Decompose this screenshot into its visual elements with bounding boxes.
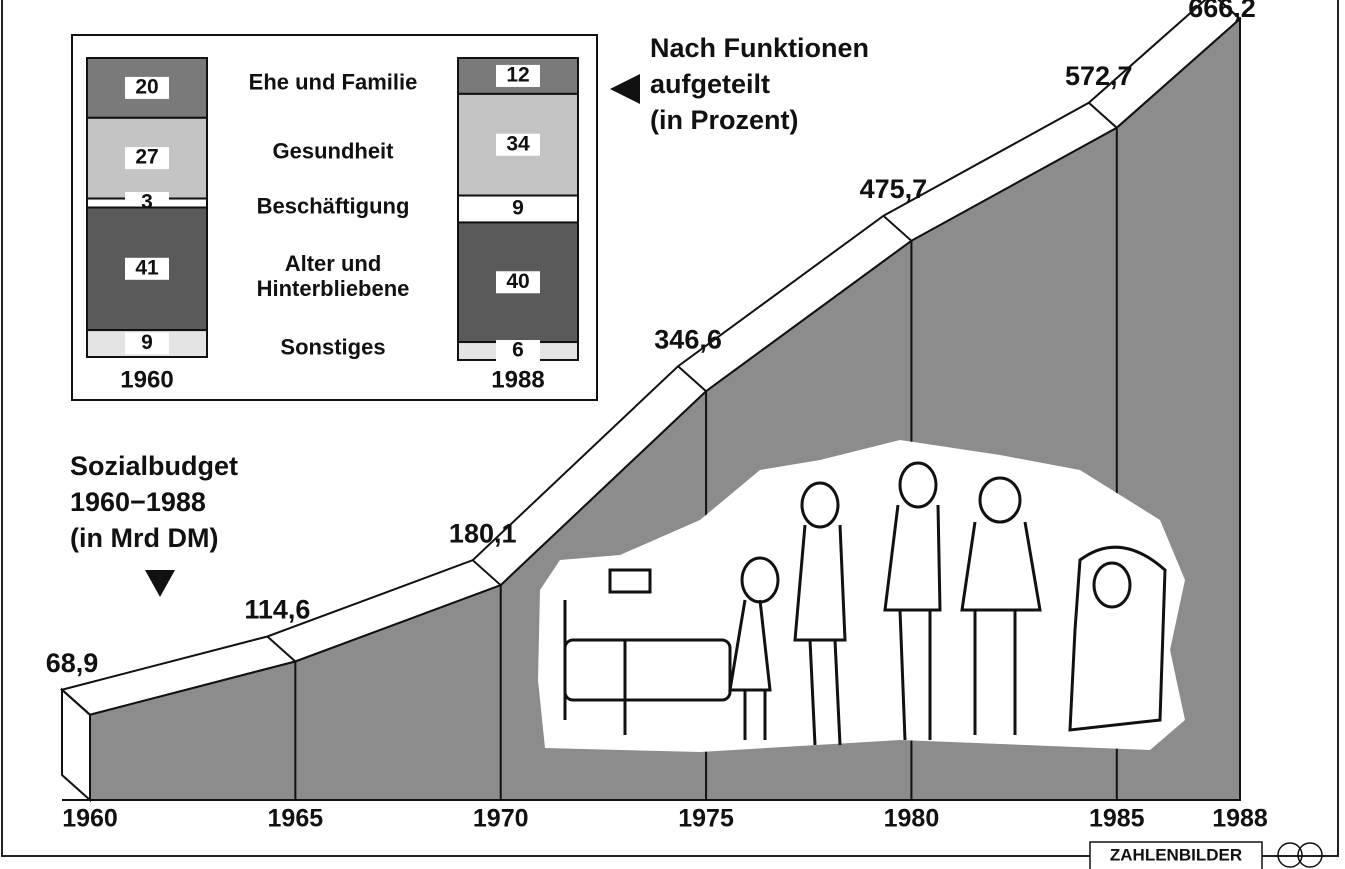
value-label: 346,6 <box>654 324 722 354</box>
x-tick-label: 1988 <box>491 366 544 393</box>
x-tick-label: 1980 <box>884 805 940 833</box>
value-label: 68,9 <box>46 648 99 678</box>
source: ZAHLENBILDER <box>1110 845 1242 864</box>
data-label: 9 <box>141 331 153 354</box>
x-tick-label: 1965 <box>268 805 324 833</box>
chart-title: (in Mrd DM) <box>70 523 218 553</box>
x-tick-label: 1960 <box>120 366 173 393</box>
legend-label: Sonstiges <box>218 335 448 360</box>
x-tick-label: 1960 <box>62 805 118 833</box>
chart: 68,9 114,6 180,1 346,6 475,7 572,7 666,2 1960 19… <box>0 0 1345 869</box>
x-tick-label: 1975 <box>678 805 734 833</box>
value-label: 572,7 <box>1065 61 1133 91</box>
data-label: 20 <box>135 75 158 98</box>
data-label: 12 <box>506 63 529 86</box>
data-label: 34 <box>506 132 530 155</box>
x-tick-label: 1985 <box>1089 805 1145 833</box>
value-label: 666,2 <box>1188 0 1256 23</box>
data-label: 27 <box>135 146 158 169</box>
data-label: 41 <box>135 256 159 279</box>
inset-title: Nach Funktionen <box>650 33 869 63</box>
legend-label: Beschäftigung <box>218 194 448 219</box>
legend-label: Gesundheit <box>218 139 448 164</box>
inset-title: (in Prozent) <box>650 105 799 135</box>
chart-title: 1960−1988 <box>70 487 206 517</box>
legend-label: Alter und Hinterbliebene <box>218 251 448 301</box>
chart-title: Sozialbudget <box>70 451 238 481</box>
data-label: 9 <box>512 197 524 220</box>
data-label: 40 <box>506 270 529 293</box>
pointer <box>145 570 175 597</box>
x-tick-label: 1988 <box>1212 805 1268 833</box>
legend-label: Ehe und Familie <box>218 69 448 94</box>
data-label: 6 <box>512 339 524 362</box>
x-tick-label: 1970 <box>473 805 529 833</box>
value-label: 180,1 <box>449 518 517 548</box>
pointer <box>610 74 640 104</box>
inset-title: aufgeteilt <box>650 69 770 99</box>
value-label: 475,7 <box>860 174 928 204</box>
page: 68,9 114,6 180,1 346,6 475,7 572,7 666,2 1960 19… <box>0 0 1345 869</box>
value-label: 114,6 <box>244 595 310 625</box>
